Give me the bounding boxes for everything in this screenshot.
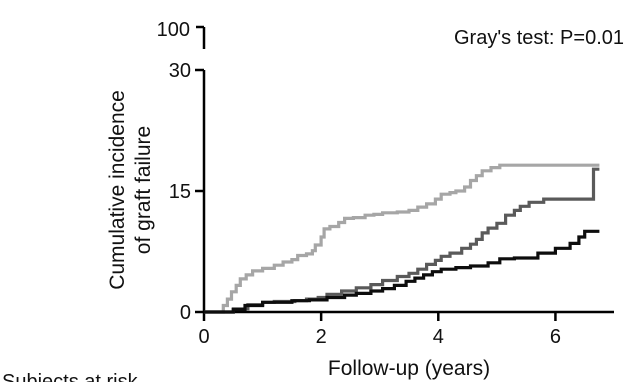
grays-test-annotation: Gray's test: P=0.01 bbox=[454, 27, 624, 49]
broken-axis-tick-label: 100 bbox=[157, 19, 190, 41]
x-tick-label: 6 bbox=[550, 326, 561, 348]
series-line-2 bbox=[204, 167, 600, 314]
y-axis-label-line-2: of graft failure bbox=[132, 126, 155, 254]
x-tick-label: 2 bbox=[316, 326, 327, 348]
y-tick-label: 30 bbox=[169, 60, 191, 82]
y-axis-label-line-1: Cumulative incidence bbox=[106, 90, 129, 290]
series-group bbox=[204, 163, 600, 314]
x-tick-label: 4 bbox=[433, 326, 444, 348]
x-axis-label: Follow-up (years) bbox=[328, 357, 490, 380]
series-line-1 bbox=[204, 163, 600, 314]
y-tick-label: 15 bbox=[169, 181, 191, 203]
y-tick-label: 0 bbox=[180, 302, 191, 324]
x-tick-label: 0 bbox=[198, 326, 209, 348]
y-tick-group: 0 15 30 bbox=[169, 60, 204, 324]
subjects-at-risk-label: Subjects at risk bbox=[2, 371, 139, 382]
series-line-3 bbox=[204, 229, 600, 314]
broken-axis-segment bbox=[196, 25, 206, 49]
x-tick-group: 0 2 4 6 bbox=[198, 312, 561, 348]
